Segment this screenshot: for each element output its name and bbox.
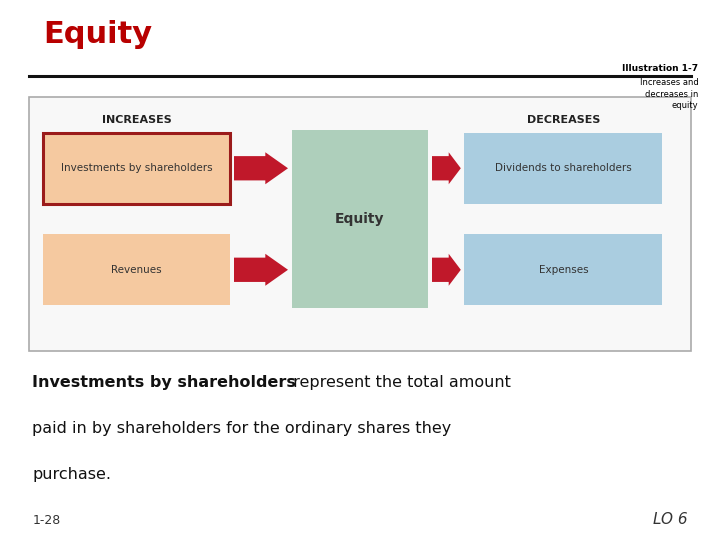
Text: INCREASES: INCREASES — [102, 115, 171, 125]
Text: Illustration 1-7: Illustration 1-7 — [622, 64, 698, 73]
Text: 1-28: 1-28 — [32, 514, 60, 526]
Bar — [292, 130, 428, 308]
Polygon shape — [432, 254, 461, 286]
Text: Revenues: Revenues — [112, 265, 162, 275]
Text: Increases and
decreases in
equity: Increases and decreases in equity — [639, 78, 698, 110]
Text: Investments by shareholders: Investments by shareholders — [32, 375, 296, 390]
Text: Expenses: Expenses — [539, 265, 588, 275]
Text: represent the total amount: represent the total amount — [288, 375, 511, 390]
Polygon shape — [432, 152, 461, 184]
Text: DECREASES: DECREASES — [527, 115, 600, 125]
Text: LO 6: LO 6 — [653, 511, 688, 526]
Bar — [464, 133, 662, 204]
Polygon shape — [234, 254, 288, 286]
Polygon shape — [234, 152, 288, 184]
Text: Equity: Equity — [43, 19, 153, 49]
Text: Investments by shareholders: Investments by shareholders — [61, 163, 212, 173]
Text: purchase.: purchase. — [32, 467, 112, 482]
Bar — [464, 234, 662, 305]
Bar — [43, 133, 230, 204]
Text: Equity: Equity — [336, 212, 384, 226]
Text: paid in by shareholders for the ordinary shares they: paid in by shareholders for the ordinary… — [32, 421, 451, 436]
Bar — [43, 234, 230, 305]
Bar — [29, 97, 691, 351]
Text: Dividends to shareholders: Dividends to shareholders — [495, 163, 631, 173]
